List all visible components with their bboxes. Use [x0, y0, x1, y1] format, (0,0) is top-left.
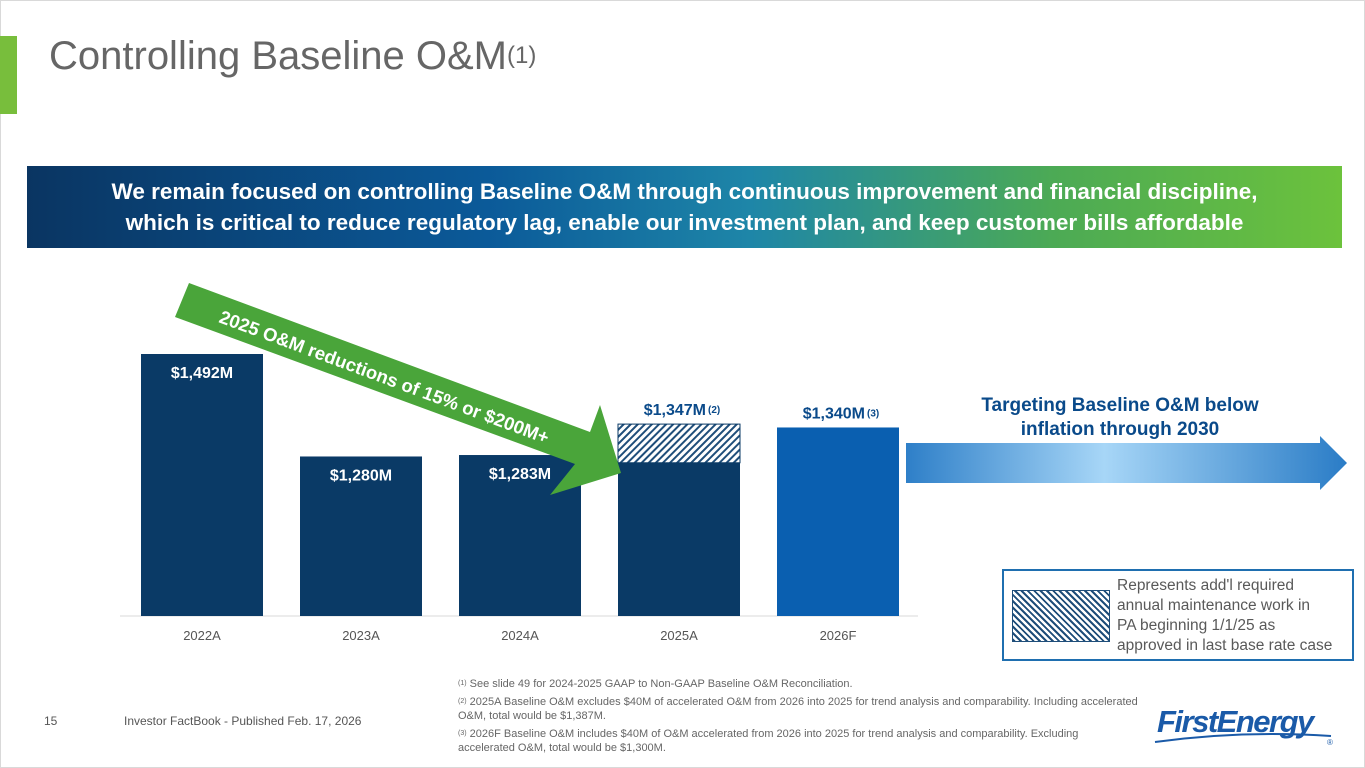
footnote-1: (1) See slide 49 for 2024-2025 GAAP to N…	[458, 678, 853, 690]
legend-text: Represents add'l required annual mainten…	[1117, 576, 1352, 656]
title-footnote-mark: (1)	[507, 42, 537, 69]
logo-wordmark: FirstEnergy	[1157, 704, 1316, 739]
page-title: Controlling Baseline O&M(1)	[49, 34, 536, 79]
bar-2026F	[777, 427, 899, 616]
legend-line-3: PA beginning 1/1/25 as	[1117, 617, 1276, 634]
key-message-banner: We remain focused on controlling Baselin…	[27, 166, 1342, 248]
bar-value-label-2022A: $1,492M	[171, 365, 233, 382]
x-tick-2025A: 2025A	[660, 628, 698, 643]
legend-box: Represents add'l required annual mainten…	[1002, 569, 1354, 661]
bar-hatched-2025A	[617, 423, 741, 464]
bar-value-label-2024A: $1,283M	[489, 466, 551, 483]
bar-2023A	[300, 456, 422, 616]
legend-line-1: Represents add'l required	[1117, 577, 1295, 594]
footnote-2: (2) 2025A Baseline O&M excludes $40M of …	[458, 696, 1138, 722]
legend-line-4: approved in last base rate case	[1117, 637, 1333, 654]
banner-line-2: which is critical to reduce regulatory l…	[125, 210, 1244, 235]
legend-line-2: annual maintenance work in	[1117, 597, 1311, 614]
page-number: 15	[44, 714, 58, 728]
bar-footnote-mark-2026F: (3)	[867, 408, 879, 419]
footnotes: (1) See slide 49 for 2024-2025 GAAP to N…	[458, 677, 1138, 759]
banner-line-1: We remain focused on controlling Baselin…	[111, 179, 1258, 204]
bar-value-label-2026F: $1,340M	[803, 405, 865, 422]
reductions-arrow-label: 2025 O&M reductions of 15% or $200M+	[217, 306, 553, 448]
x-tick-2024A: 2024A	[501, 628, 539, 643]
x-tick-2026F: 2026F	[820, 628, 857, 643]
source-note: Investor FactBook - Published Feb. 17, 2…	[124, 714, 362, 728]
target-line-1: Targeting Baseline O&M below	[981, 395, 1259, 416]
page-title-text: Controlling Baseline O&M	[49, 34, 507, 78]
title-accent-bar	[0, 36, 17, 114]
logo-registered-mark: ®	[1327, 738, 1333, 747]
x-tick-2023A: 2023A	[342, 628, 380, 643]
target-callout: Targeting Baseline O&M below inflation t…	[955, 394, 1285, 442]
footnote-3: (3) 2026F Baseline O&M includes $40M of …	[458, 728, 1079, 754]
bar-2022A	[141, 354, 263, 616]
x-tick-2022A: 2022A	[183, 628, 221, 643]
legend-hatch-swatch	[1012, 590, 1110, 642]
firstenergy-logo: FirstEnergy ®	[1154, 704, 1333, 747]
bar-footnote-mark-2025A: (2)	[708, 405, 720, 416]
target-arrow	[906, 436, 1347, 490]
bar-2025A	[618, 462, 740, 616]
bar-value-label-2025A: $1,347M	[644, 402, 706, 419]
bar-value-label-2023A: $1,280M	[330, 467, 392, 484]
target-line-2: inflation through 2030	[1020, 419, 1220, 440]
